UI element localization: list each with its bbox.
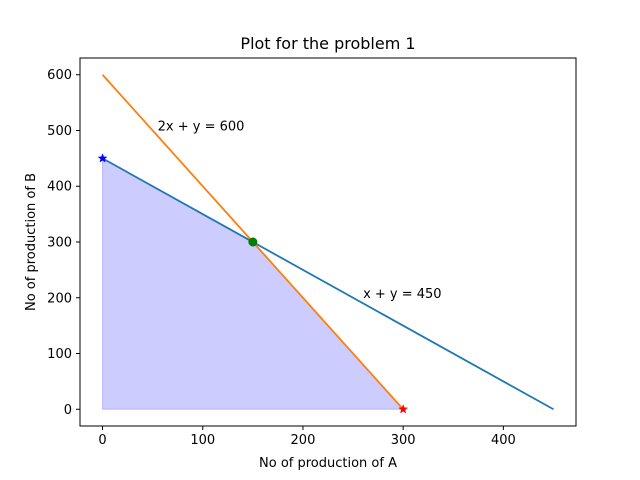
annotation-2: x + y = 450 <box>363 287 442 302</box>
x-tick-label-0: 0 <box>98 433 106 448</box>
y-tick-label-400: 400 <box>47 180 72 195</box>
intersection-point <box>248 237 258 247</box>
feasible-region <box>102 157 405 410</box>
y-tick-label-0: 0 <box>64 403 72 418</box>
x-tick-label-200: 200 <box>291 433 316 448</box>
y-axis-title: No of production of B <box>24 173 39 311</box>
y-tick-label-100: 100 <box>47 347 72 362</box>
y-tick-label-500: 500 <box>47 124 72 139</box>
series-line-1 <box>102 157 554 411</box>
x-axis-title: No of production of A <box>259 456 397 471</box>
y-tick-label-200: 200 <box>47 291 72 306</box>
x-tick-label-400: 400 <box>491 433 516 448</box>
chart-title: Plot for the problem 1 <box>240 34 415 53</box>
annotation-1: 2x + y = 600 <box>158 119 245 134</box>
x-tick-label-300: 300 <box>391 433 416 448</box>
y-tick-label-600: 600 <box>47 68 72 83</box>
x-tick-label-100: 100 <box>190 433 215 448</box>
star-marker-2 <box>398 404 409 414</box>
y-tick-label-300: 300 <box>47 236 72 251</box>
plot-area: 2x + y = 600 x + y = 450 0 100 200 300 400 0 100… <box>47 57 577 448</box>
star-marker-1 <box>97 153 108 163</box>
